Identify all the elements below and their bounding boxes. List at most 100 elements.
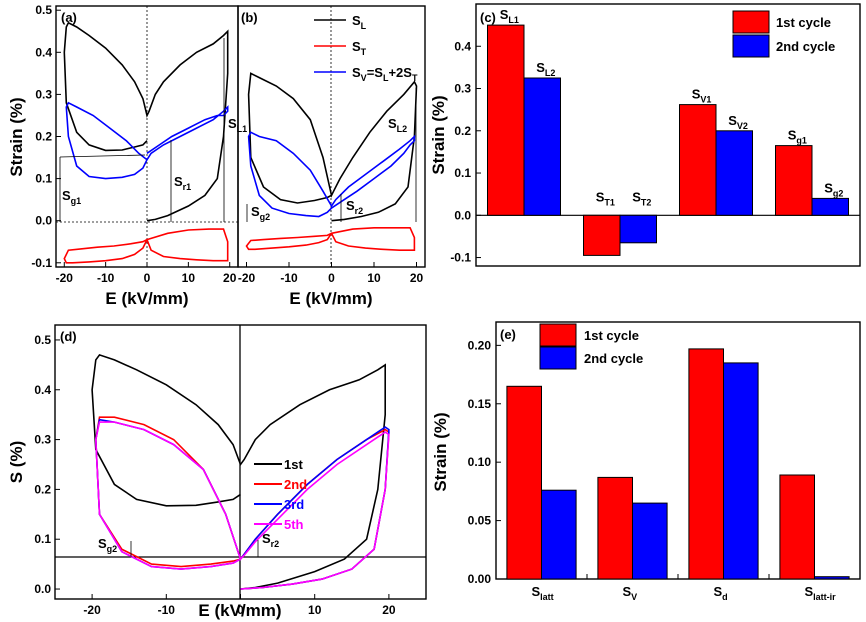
panel-d-legend-label-3rd: 3rd bbox=[284, 497, 304, 512]
x-tick-label: 10 bbox=[308, 603, 322, 617]
category-label: SV bbox=[623, 584, 638, 602]
panel-c-label: (c) bbox=[480, 10, 496, 25]
bar-1st-s-g bbox=[775, 145, 813, 216]
panel-e-legend-swatch-2nd bbox=[539, 346, 577, 370]
bar-2nd-s-v bbox=[632, 502, 668, 580]
bar-1st-s-l bbox=[487, 24, 525, 216]
bar-2nd-s-l bbox=[523, 77, 561, 216]
panel-d-legend-label-1st: 1st bbox=[284, 457, 303, 472]
panel-d-ylabel: S (%) bbox=[7, 441, 26, 484]
x-tick-label: 20 bbox=[410, 271, 424, 285]
panel-d-legend-label-2nd: 2nd bbox=[284, 477, 307, 492]
x-tick-label: -10 bbox=[280, 271, 298, 285]
bar-1st-s-latt bbox=[506, 385, 542, 580]
y-tick-label: 0.5 bbox=[35, 3, 52, 17]
x-tick-label: 10 bbox=[367, 271, 381, 285]
bar-label: Sg2 bbox=[824, 180, 843, 198]
bar-1st-s-v bbox=[597, 476, 634, 580]
bar-1st-s-t bbox=[583, 214, 621, 256]
panel-a-annot-sg1: Sg1 bbox=[62, 188, 81, 206]
category-label: Slatt bbox=[532, 584, 554, 602]
series-line-5th bbox=[94, 421, 390, 590]
bar-2nd-s-g bbox=[811, 197, 849, 216]
series-line-2nd bbox=[94, 416, 390, 590]
panel-c-legend-swatch-1st bbox=[732, 10, 770, 34]
legend-label-sl: SL bbox=[352, 13, 367, 31]
panel-b-annot-sl2: SL2 bbox=[388, 116, 407, 134]
panel-c-legend-label-1st: 1st cycle bbox=[776, 15, 831, 30]
y-tick-label: 0.00 bbox=[468, 572, 492, 586]
series-line-s-t bbox=[245, 227, 416, 251]
series-line-s-v bbox=[65, 101, 229, 180]
y-tick-label: 0.3 bbox=[35, 87, 52, 101]
category-label: Slatt-ir bbox=[805, 584, 837, 602]
panel-d-label: (d) bbox=[60, 329, 77, 344]
y-tick-label: 0.5 bbox=[34, 333, 51, 347]
x-tick-label: 20 bbox=[223, 271, 237, 285]
bar-1st-s-v bbox=[679, 104, 717, 216]
panel-b-label: (b) bbox=[241, 10, 258, 25]
series-line-s-t bbox=[63, 228, 229, 264]
panel-a-ylabel: Strain (%) bbox=[7, 97, 26, 176]
y-tick-label: 0.4 bbox=[34, 383, 51, 397]
x-tick-label: 10 bbox=[182, 271, 196, 285]
panel-c-frame bbox=[475, 3, 861, 267]
y-tick-label: 0.0 bbox=[454, 208, 471, 222]
series-line-1st bbox=[91, 353, 387, 590]
panel-b-legend: SL ST SV=SL+2ST bbox=[314, 13, 418, 83]
x-tick-label: -20 bbox=[238, 271, 256, 285]
x-tick-label: -10 bbox=[97, 271, 115, 285]
y-tick-label: 0.1 bbox=[34, 532, 51, 546]
panel-e-legend: 1st cycle 2nd cycle bbox=[539, 323, 643, 370]
series-line-s-l bbox=[247, 72, 418, 222]
panel-c-legend-swatch-2nd bbox=[732, 34, 770, 58]
x-tick-label: 0 bbox=[144, 271, 151, 285]
panel-b-annot-sr2: Sr2 bbox=[346, 198, 363, 216]
panel-c-legend: 1st cycle 2nd cycle bbox=[732, 10, 835, 58]
panel-b-xlabel: E (kV/mm) bbox=[289, 289, 372, 308]
series-line-s-l bbox=[63, 21, 229, 222]
y-tick-label: 0.1 bbox=[35, 172, 52, 186]
bar-2nd-s-t bbox=[619, 214, 657, 244]
y-tick-label: 0.1 bbox=[454, 166, 471, 180]
y-tick-label: -0.1 bbox=[31, 256, 52, 270]
x-tick-label: -20 bbox=[83, 603, 101, 617]
panel-d-annot-sr2: Sr2 bbox=[262, 531, 279, 549]
legend-label-st: ST bbox=[352, 39, 367, 57]
panel-e: 0.00 0.05 0.10 0.15 0.20 Slatt SV Sd Slatt-ir (… bbox=[431, 321, 861, 602]
y-tick-label: 0.0 bbox=[34, 582, 51, 596]
x-tick-label: -20 bbox=[56, 271, 74, 285]
panel-c-ylabel: Strain (%) bbox=[429, 95, 448, 174]
y-tick-label: 0.10 bbox=[468, 455, 492, 469]
panel-e-label: (e) bbox=[500, 327, 516, 342]
panel-d-annot-sg2: Sg2 bbox=[98, 536, 117, 554]
panel-a: -20 -10 0 10 20 -0.1 0.0 0.1 0.2 0.3 0.4 0.5 (a) S… bbox=[7, 3, 247, 308]
x-tick-label: 0 bbox=[328, 271, 335, 285]
y-tick-label: 0.2 bbox=[35, 130, 52, 144]
y-tick-label: 0.15 bbox=[468, 397, 492, 411]
y-tick-label: 0.2 bbox=[454, 124, 471, 138]
series-line-3rd bbox=[94, 418, 390, 590]
y-tick-label: -0.1 bbox=[450, 251, 471, 265]
y-tick-label: 0.3 bbox=[34, 433, 51, 447]
bar-1st-s-latt-ir bbox=[779, 474, 816, 580]
bar-label: SL2 bbox=[536, 60, 555, 78]
legend-label-sv: SV=SL+2ST bbox=[352, 65, 418, 83]
panel-d-legend-label-5th: 5th bbox=[284, 517, 304, 532]
x-tick-label: 20 bbox=[382, 603, 396, 617]
panel-e-ylabel: Strain (%) bbox=[431, 412, 450, 491]
category-label: Sd bbox=[714, 584, 728, 602]
panel-e-legend-swatch-1st bbox=[539, 323, 577, 347]
y-tick-label: 0.4 bbox=[35, 45, 52, 59]
bar-label: ST2 bbox=[632, 189, 651, 207]
bar-label: ST1 bbox=[596, 189, 615, 207]
panel-c-legend-label-2nd: 2nd cycle bbox=[776, 39, 835, 54]
panel-d-legend: 1st 2nd 3rd 5th bbox=[254, 457, 307, 532]
y-tick-label: 0.20 bbox=[468, 338, 492, 352]
bar-2nd-s-d bbox=[723, 362, 759, 580]
bar-2nd-s-latt-ir bbox=[814, 576, 850, 580]
y-tick-label: 0.0 bbox=[35, 214, 52, 228]
bar-label: SV2 bbox=[728, 113, 748, 131]
panel-a-annot-sl1: SL1 bbox=[228, 116, 247, 134]
